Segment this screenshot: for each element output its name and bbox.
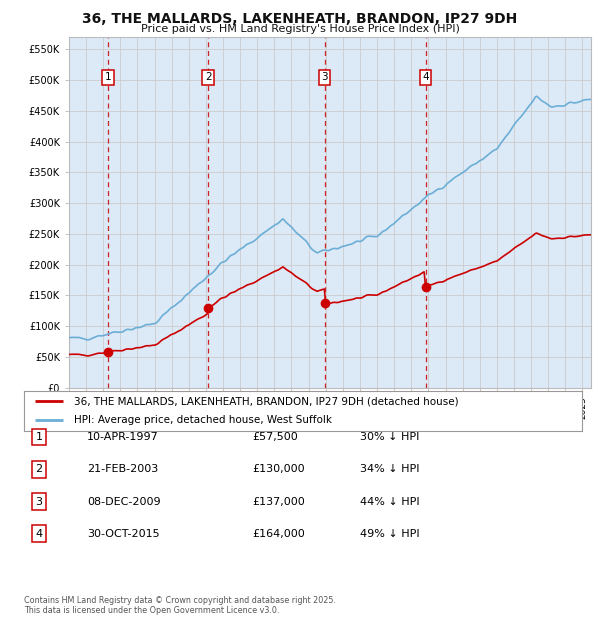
Text: 2: 2 [35, 464, 43, 474]
Text: £57,500: £57,500 [252, 432, 298, 442]
Text: 3: 3 [321, 72, 328, 82]
Text: 4: 4 [422, 72, 429, 82]
Text: 10-APR-1997: 10-APR-1997 [87, 432, 159, 442]
Text: 36, THE MALLARDS, LAKENHEATH, BRANDON, IP27 9DH: 36, THE MALLARDS, LAKENHEATH, BRANDON, I… [82, 12, 518, 27]
Text: Contains HM Land Registry data © Crown copyright and database right 2025.
This d: Contains HM Land Registry data © Crown c… [24, 596, 336, 615]
Text: 30% ↓ HPI: 30% ↓ HPI [360, 432, 419, 442]
Text: 3: 3 [35, 497, 43, 507]
Text: 30-OCT-2015: 30-OCT-2015 [87, 529, 160, 539]
Text: 34% ↓ HPI: 34% ↓ HPI [360, 464, 419, 474]
Text: 2: 2 [205, 72, 211, 82]
Text: 36, THE MALLARDS, LAKENHEATH, BRANDON, IP27 9DH (detached house): 36, THE MALLARDS, LAKENHEATH, BRANDON, I… [74, 396, 459, 407]
Text: £137,000: £137,000 [252, 497, 305, 507]
Text: 21-FEB-2003: 21-FEB-2003 [87, 464, 158, 474]
Text: 44% ↓ HPI: 44% ↓ HPI [360, 497, 419, 507]
Text: 1: 1 [35, 432, 43, 442]
Text: £164,000: £164,000 [252, 529, 305, 539]
Text: Price paid vs. HM Land Registry's House Price Index (HPI): Price paid vs. HM Land Registry's House … [140, 24, 460, 33]
Text: £130,000: £130,000 [252, 464, 305, 474]
Text: 49% ↓ HPI: 49% ↓ HPI [360, 529, 419, 539]
Text: 1: 1 [104, 72, 111, 82]
Text: HPI: Average price, detached house, West Suffolk: HPI: Average price, detached house, West… [74, 415, 332, 425]
Text: 08-DEC-2009: 08-DEC-2009 [87, 497, 161, 507]
Text: 4: 4 [35, 529, 43, 539]
